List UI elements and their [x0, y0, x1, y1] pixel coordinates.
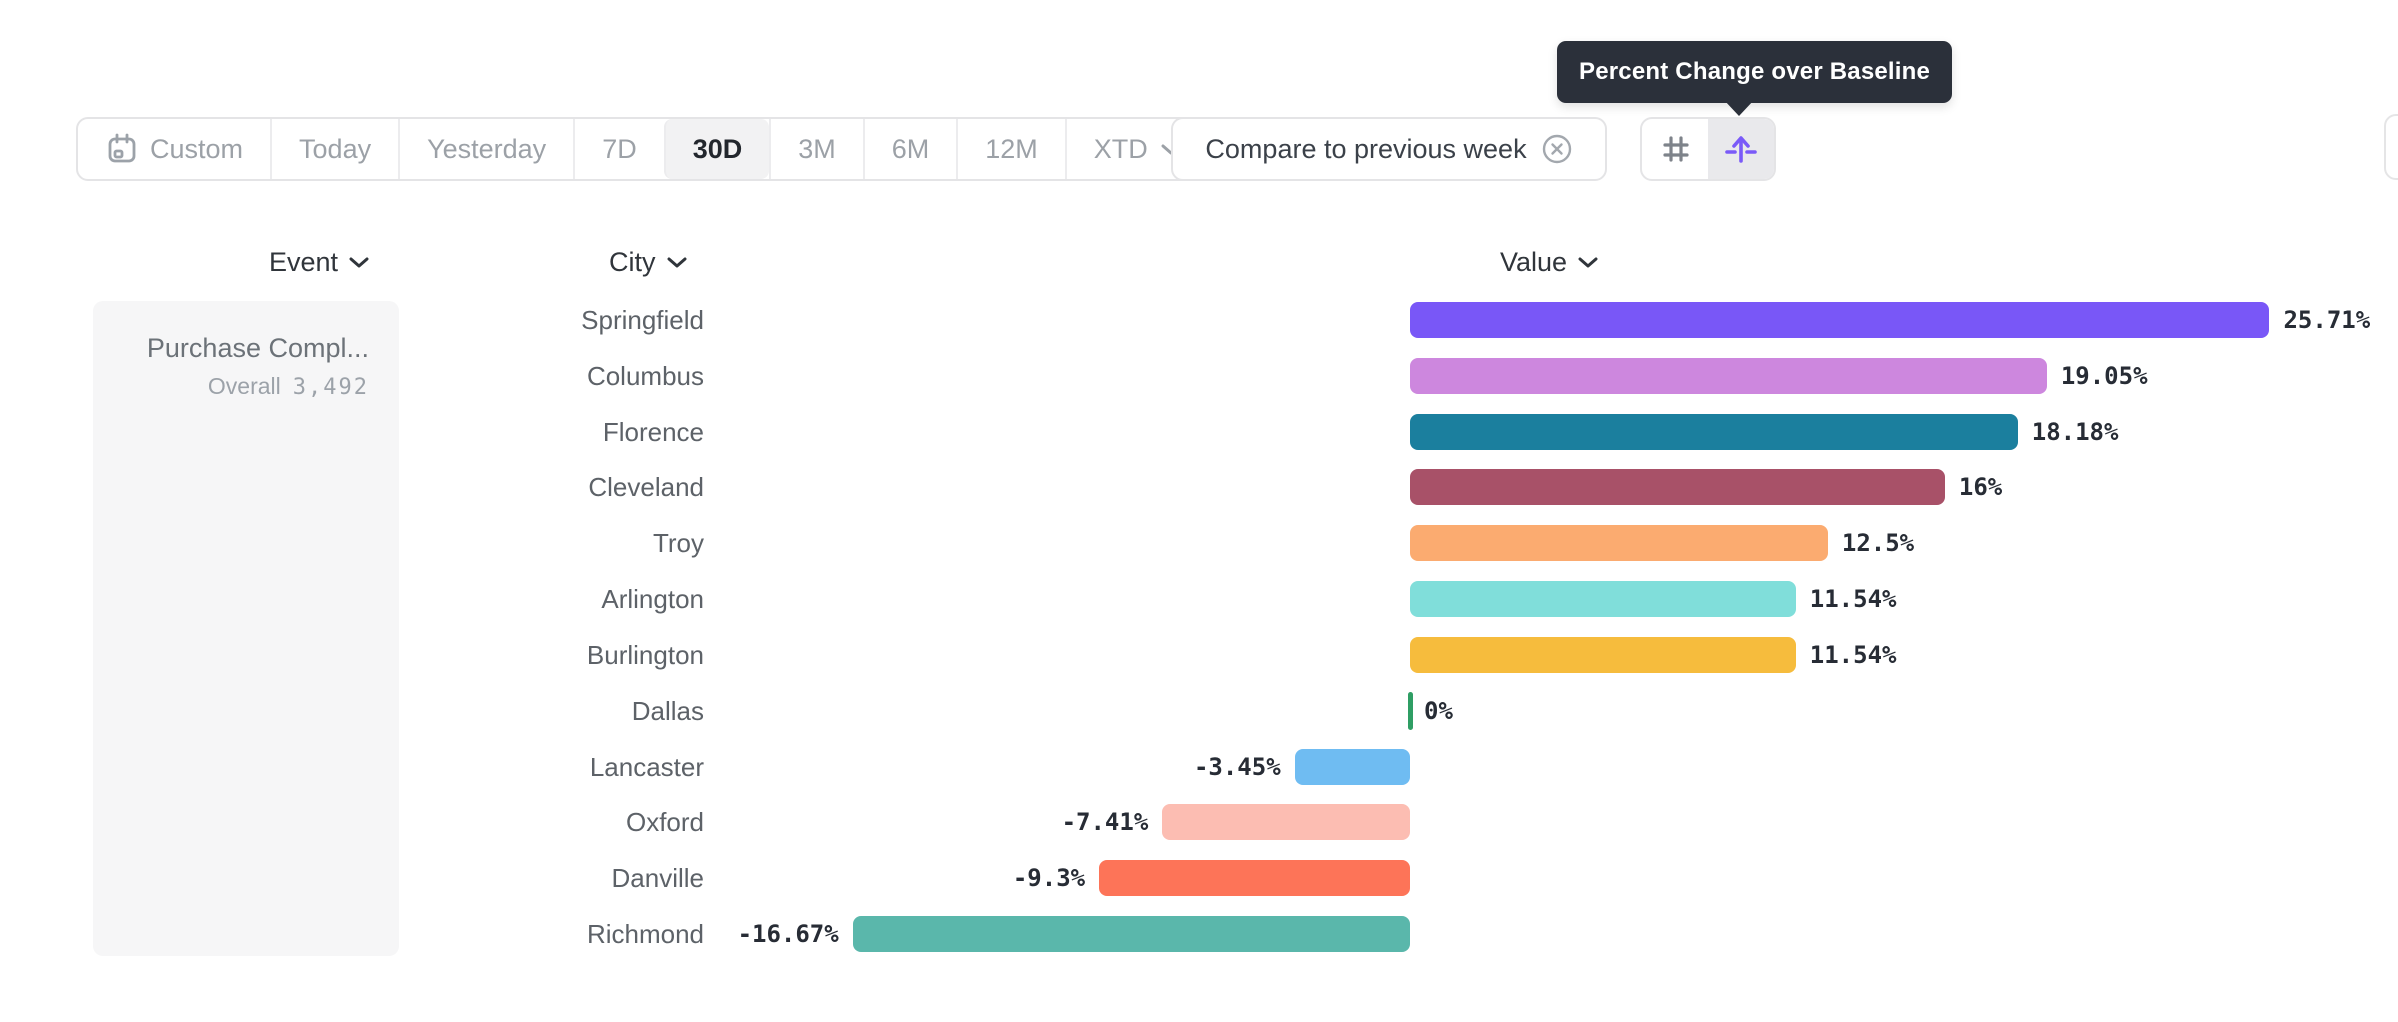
bar-lancaster[interactable] — [1294, 748, 1410, 785]
value-label-oxford: -7.41% — [1061, 808, 1149, 837]
bar-troy[interactable] — [1410, 525, 1828, 562]
percent-change-baseline-toggle[interactable] — [1708, 119, 1774, 179]
grid-view-toggle[interactable] — [1642, 119, 1708, 179]
range-6m[interactable]: 6M — [862, 119, 957, 179]
tooltip-arrow — [1724, 100, 1754, 116]
range-label: Yesterday — [427, 133, 547, 164]
value-label-cleveland: 16% — [1958, 473, 2003, 502]
tooltip-text: Percent Change over Baseline — [1579, 58, 1931, 85]
range-custom[interactable]: Custom — [78, 119, 270, 179]
range-12m[interactable]: 12M — [956, 119, 1065, 179]
compare-label: Compare to previous week — [1205, 133, 1527, 164]
range-label: 30D — [692, 133, 743, 164]
bar-columbus[interactable] — [1410, 357, 2047, 394]
range-xtd[interactable]: XTD — [1064, 119, 1208, 179]
overall-value: 3,492 — [292, 375, 369, 400]
zero-baseline-bar-dallas[interactable] — [1408, 691, 1413, 730]
chevron-down-icon — [1578, 257, 1598, 267]
bar-oxford[interactable] — [1162, 804, 1410, 841]
range-label: 3M — [798, 133, 836, 164]
range-label: 6M — [891, 133, 930, 164]
uplift-arrow-icon — [1721, 129, 1761, 169]
bar-danville[interactable] — [1099, 860, 1410, 897]
range-label: 12M — [985, 133, 1038, 164]
bar-springfield[interactable] — [1410, 302, 2270, 338]
value-label-dallas: 0% — [1424, 696, 1453, 725]
column-header-event[interactable]: Event — [269, 246, 369, 278]
value-label-danville: -9.3% — [1012, 864, 1086, 893]
value-label-richmond: -16.67% — [737, 920, 839, 949]
chevron-down-icon — [349, 257, 369, 267]
event-card-purchase-completed[interactable]: Purchase Compl... Overall 3,492 — [93, 301, 399, 956]
chart-view-toggle-group — [1640, 117, 1776, 181]
value-label-columbus: 19.05% — [2060, 361, 2148, 390]
column-header-value[interactable]: Value — [1500, 246, 1598, 278]
value-label-lancaster: -3.45% — [1193, 752, 1281, 781]
bar-arlington[interactable] — [1410, 581, 1796, 618]
event-overall-row: Overall 3,492 — [93, 373, 369, 400]
event-title: Purchase Compl... — [146, 333, 369, 363]
bar-richmond[interactable] — [852, 916, 1410, 953]
range-label: 7D — [602, 133, 637, 164]
compare-to-previous-button[interactable]: Compare to previous week — [1171, 117, 1607, 181]
column-header-city[interactable]: City — [609, 246, 687, 278]
bar-cleveland[interactable] — [1410, 469, 1945, 506]
range-30d[interactable]: 30D — [663, 119, 770, 179]
value-label-troy: 12.5% — [1841, 529, 1915, 558]
range-today[interactable]: Today — [270, 119, 398, 179]
tooltip-percent-change: Percent Change over Baseline — [1557, 41, 1953, 103]
date-range-toolbar: Custom Today Yesterday 7D 30D 3M 6M 12M XTD — [76, 117, 1210, 181]
overall-label: Overall — [207, 373, 281, 399]
value-label-florence: 18.18% — [2031, 417, 2119, 446]
partial-right-button[interactable] — [2384, 114, 2398, 180]
event-header-label: Event — [269, 246, 339, 277]
range-3m[interactable]: 3M — [769, 119, 863, 179]
remove-compare-icon[interactable] — [1541, 133, 1573, 165]
bar-florence[interactable] — [1410, 413, 2018, 450]
range-yesterday[interactable]: Yesterday — [398, 119, 573, 179]
calendar-icon — [105, 132, 139, 166]
grid-icon — [1657, 131, 1693, 167]
value-label-burlington: 11.54% — [1809, 640, 1897, 669]
value-label-springfield: 25.71% — [2283, 306, 2371, 334]
range-label: XTD — [1093, 133, 1148, 164]
city-header-label: City — [609, 246, 656, 277]
range-7d[interactable]: 7D — [573, 119, 664, 179]
bar-burlington[interactable] — [1410, 636, 1796, 673]
chevron-down-icon — [667, 257, 686, 267]
value-label-arlington: 11.54% — [1809, 585, 1897, 614]
range-label: Today — [299, 133, 372, 164]
range-label: Custom — [150, 133, 244, 164]
value-header-label: Value — [1500, 246, 1568, 277]
